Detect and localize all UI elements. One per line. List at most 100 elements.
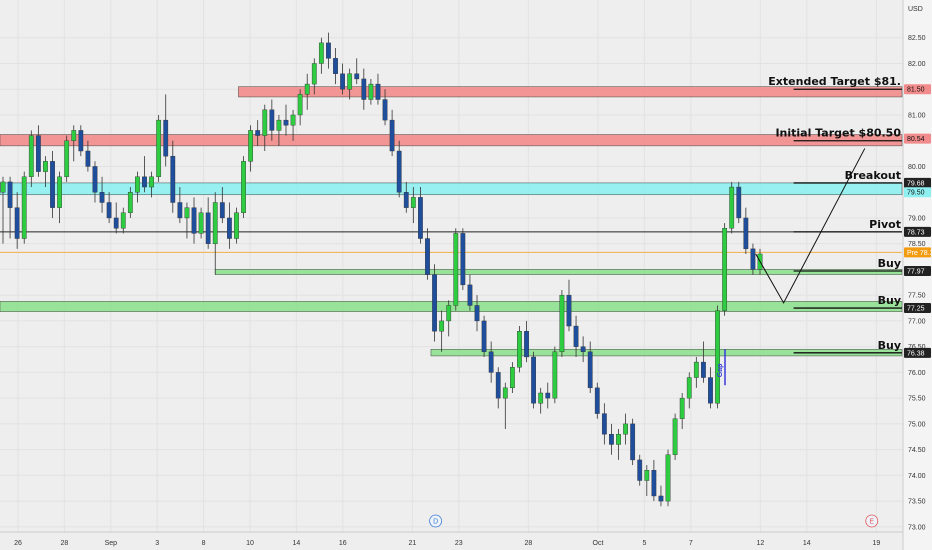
price-label-background: [904, 226, 931, 237]
time-tick-label: 3: [155, 540, 159, 547]
price-tick-label: 78.50: [908, 241, 926, 248]
footer-marker-circle: [865, 514, 879, 528]
candle-body: [488, 351, 494, 373]
candle-body: [658, 495, 664, 502]
time-tick-label: 19: [873, 540, 881, 547]
candle-body: [375, 83, 381, 100]
candle-body: [722, 228, 728, 311]
price-label-background: [904, 347, 931, 358]
price-tick-label: 80.00: [908, 164, 926, 171]
candle-body: [248, 130, 254, 162]
candle-body: [729, 186, 735, 229]
price-label: Pre 78.33: [907, 250, 932, 257]
candle-body: [255, 130, 261, 136]
price-label-background: [904, 265, 931, 276]
price-zone: [0, 182, 903, 196]
currency-label: USD: [908, 6, 923, 13]
time-axis: 26 28 Sep 3 8 10 14 16 21 23 28 Oct 5 7 12 14 19: [0, 531, 903, 547]
price-tick-label: 82.50: [908, 35, 926, 42]
price-tick-label: 77.50: [908, 293, 926, 300]
candle-body: [396, 150, 402, 193]
candle-body: [99, 191, 105, 203]
candle-body: [708, 377, 713, 404]
candle-body: [425, 238, 430, 275]
price-zone: [0, 134, 903, 147]
price-tick-label: 74.00: [908, 473, 926, 480]
footer-marker-label: D: [433, 519, 438, 526]
candle-body: [113, 217, 119, 229]
candle-body: [672, 418, 678, 455]
footer-marker-circle: [429, 514, 443, 528]
candle-body: [623, 423, 628, 435]
annotations: Gap Extended Target $81. Initial Target $8…: [429, 75, 902, 528]
candle-body: [35, 135, 41, 172]
candle-body: [637, 459, 643, 481]
candle-body: [149, 176, 154, 188]
candle-body: [630, 423, 636, 461]
annotation-label: Buy: [878, 257, 901, 270]
candle-body: [410, 197, 416, 208]
candle-body: [106, 202, 112, 219]
price-tick-label: 75.50: [908, 396, 926, 403]
candle-body: [701, 361, 706, 378]
candle-body: [0, 181, 6, 193]
candle-body: [467, 284, 473, 306]
price-label: 79.68: [907, 180, 925, 187]
candle-body: [361, 78, 367, 100]
candle-body: [743, 217, 749, 250]
price-label-background: [904, 247, 931, 258]
candle-body: [318, 42, 324, 64]
candle-body: [509, 367, 515, 389]
time-tick-label: Oct: [593, 540, 604, 547]
candle-body: [418, 197, 423, 239]
price-tick-label: 73.50: [908, 499, 926, 506]
candle-body: [205, 212, 211, 244]
price-zone: [238, 86, 903, 98]
price-label: 77.97: [907, 268, 925, 275]
time-tick-label: 23: [455, 540, 463, 547]
candle-body: [57, 176, 62, 208]
candle-body: [71, 130, 77, 141]
time-tick-label: 21: [409, 540, 417, 547]
candle-body: [177, 202, 183, 219]
time-tick-label: 8: [202, 540, 206, 547]
candle-body: [552, 351, 558, 399]
candle-body: [127, 191, 133, 213]
price-tick-label: 82.00: [908, 61, 926, 68]
candle-body: [212, 202, 218, 244]
projection-path: [755, 148, 866, 304]
candle-body: [601, 413, 607, 435]
candle-body: [609, 433, 614, 445]
candle-body: [311, 63, 317, 85]
price-tick-label: 76.00: [908, 370, 926, 377]
candle-body: [120, 212, 126, 229]
time-tick-label: 7: [689, 540, 693, 547]
price-label: 79.50: [907, 190, 925, 197]
annotation-label: Pivot: [869, 218, 901, 231]
candle-body: [538, 392, 544, 404]
candle-body: [616, 433, 621, 445]
level-lines: [0, 231, 902, 253]
candle-body: [304, 83, 310, 95]
candle-body: [580, 346, 586, 353]
price-label: 80.54: [907, 136, 925, 143]
candle-body: [78, 130, 84, 152]
candle-body: [354, 73, 360, 80]
candle-body: [389, 119, 395, 152]
time-tick-label: 12: [757, 540, 765, 547]
candle-body: [156, 119, 162, 177]
candle-body: [481, 320, 487, 353]
price-tick-label: 81.00: [908, 112, 926, 119]
candle-body: [439, 320, 445, 332]
candle-body: [64, 140, 70, 177]
time-tick-label: 10: [246, 540, 254, 547]
candle-body: [21, 176, 27, 239]
candle-body: [92, 166, 98, 193]
price-tick-label: 74.50: [908, 447, 926, 454]
candle-body: [644, 470, 650, 481]
candle-body: [283, 119, 289, 126]
candle-body: [524, 331, 529, 358]
candle-body: [333, 58, 338, 74]
